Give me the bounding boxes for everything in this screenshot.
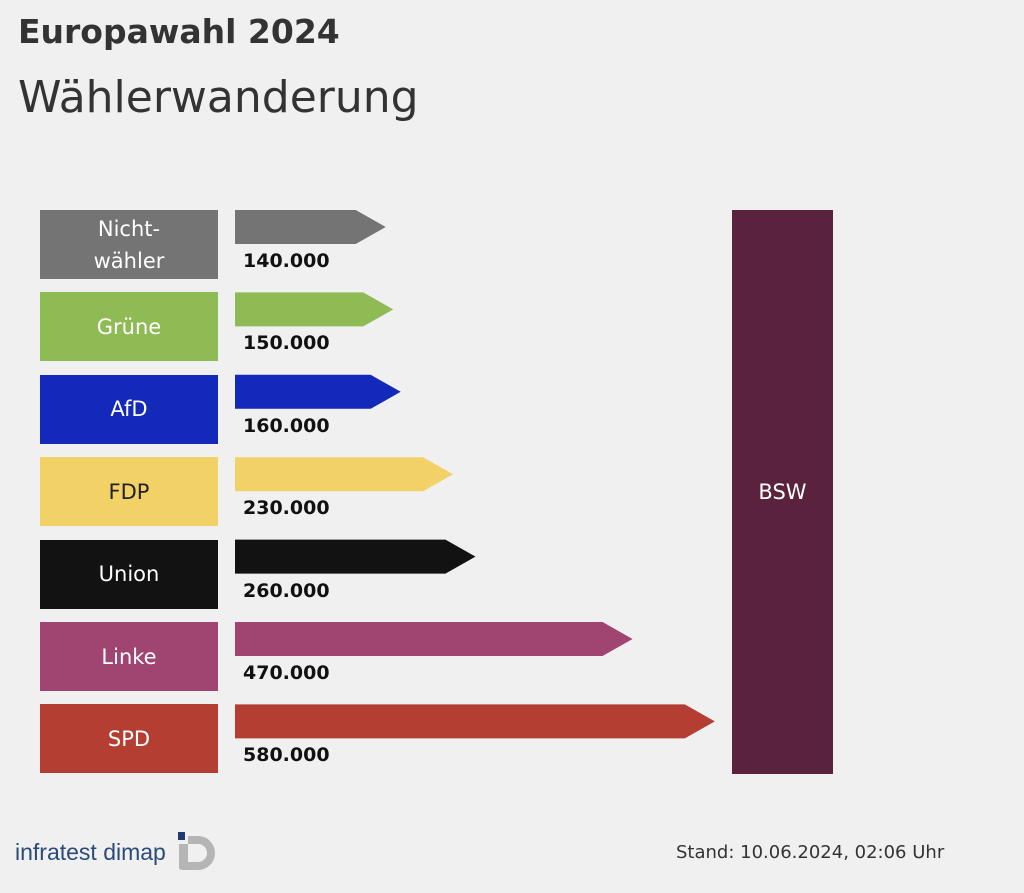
chart-subtitle: Wählerwanderung [18,72,419,123]
source-label-linke: Linke [40,622,218,691]
source-label-text: AfD [110,397,148,422]
target-label: BSW [758,480,807,504]
value-label: 160.000 [243,414,330,437]
source-label-fdp: FDP [40,457,218,527]
chart-title: Europawahl 2024 [18,12,340,51]
value-label: 150.000 [243,332,330,355]
source-label-text: Union [98,562,160,587]
flow-arrow-6 [235,704,715,739]
source-label-text: SPD [107,726,151,751]
value-label: 140.000 [243,250,330,272]
source-label-afd: AfD [40,374,218,444]
logo-text: infratest dimap [15,838,166,865]
timestamp: Stand: 10.06.2024, 02:06 Uhr [676,842,945,863]
value-label: 580.000 [243,744,330,767]
source-label-grüne: Grüne [40,292,218,362]
source-label-text: Grüne [96,314,162,339]
target-bar-bsw: BSW [732,210,833,774]
source-label-spd: SPD [40,704,218,774]
source-label-text: Nicht- wähler [93,216,165,273]
flow-arrow-2 [235,374,401,409]
source-label-text: Linke [101,644,157,669]
value-label: 470.000 [243,662,330,684]
infratest-dimap-logo: infratest dimap [15,832,216,872]
logo-icon [177,832,215,870]
flow-arrow-4 [235,539,476,574]
source-label-nichtwähler: Nicht- wähler [40,210,218,279]
value-label: 230.000 [243,497,330,520]
flow-arrow-5 [235,622,633,656]
flow-arrow-0 [235,210,386,244]
source-label-union: Union [40,539,218,609]
flow-arrow-1 [235,292,394,327]
flow-arrow-3 [235,457,454,492]
source-label-text: FDP [108,479,150,504]
value-label: 260.000 [243,579,330,602]
